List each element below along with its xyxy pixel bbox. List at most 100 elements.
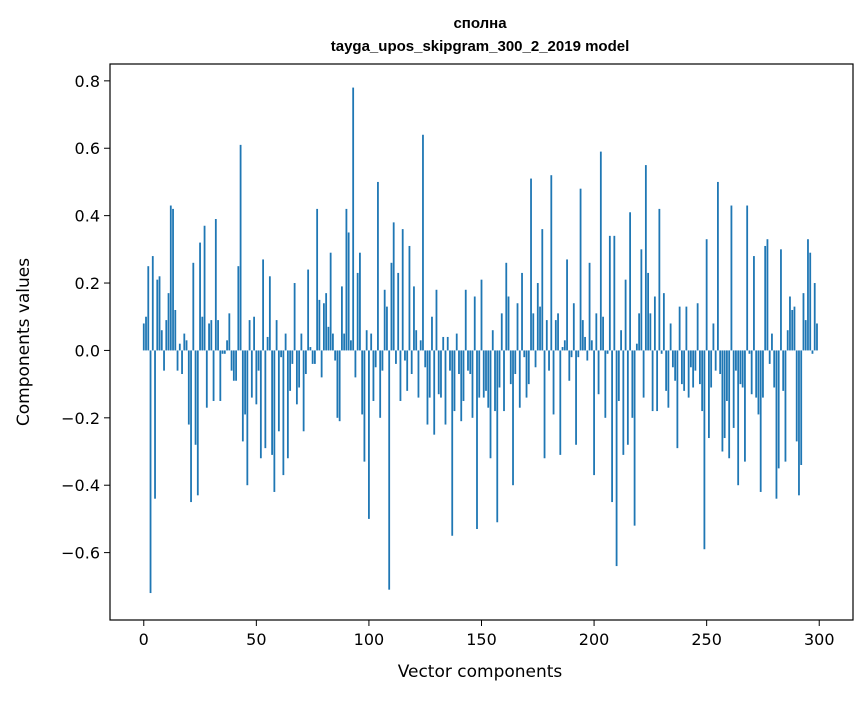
bar-290 <box>795 350 798 442</box>
bar-58 <box>273 350 276 492</box>
x-tick-label: 200 <box>579 630 610 649</box>
bar-20 <box>187 350 190 425</box>
bar-130 <box>435 289 438 351</box>
bar-81 <box>325 293 328 351</box>
bar-265 <box>739 350 742 385</box>
bar-55 <box>266 336 269 351</box>
bar-199 <box>590 340 593 351</box>
bar-263 <box>735 350 737 371</box>
bar-97 <box>361 350 364 415</box>
bar-294 <box>804 320 807 351</box>
bar-111 <box>392 222 395 351</box>
bar-131 <box>437 350 440 395</box>
bar-182 <box>552 350 555 415</box>
bar-50 <box>255 350 258 405</box>
bar-84 <box>332 333 334 351</box>
bar-40 <box>232 350 235 381</box>
bar-297 <box>811 350 814 354</box>
bar-177 <box>541 229 544 351</box>
bar-224 <box>647 272 650 351</box>
bar-11 <box>167 293 170 351</box>
bar-21 <box>190 350 192 503</box>
bar-202 <box>597 350 600 395</box>
bar-83 <box>329 252 332 351</box>
bar-47 <box>248 320 251 351</box>
bar-7 <box>158 276 161 351</box>
bar-34 <box>219 350 222 401</box>
bar-212 <box>620 330 622 351</box>
bar-115 <box>401 229 404 351</box>
bar-256 <box>719 350 722 375</box>
bar-61 <box>280 350 283 358</box>
bar-91 <box>347 232 350 351</box>
bar-46 <box>246 350 249 486</box>
bar-103 <box>374 350 377 368</box>
bar-39 <box>230 350 233 371</box>
bar-157 <box>496 350 499 523</box>
bar-48 <box>250 350 253 398</box>
bar-238 <box>678 306 681 351</box>
bar-173 <box>532 313 535 351</box>
bar-178 <box>543 350 546 459</box>
x-tick-label: 300 <box>804 630 835 649</box>
bar-107 <box>383 289 386 351</box>
bar-201 <box>595 313 598 351</box>
bar-154 <box>489 350 492 459</box>
bar-164 <box>512 350 514 486</box>
bar-169 <box>523 350 526 358</box>
bar-288 <box>791 309 794 351</box>
bar-291 <box>798 350 800 496</box>
bar-37 <box>226 340 228 351</box>
bar-171 <box>527 350 530 385</box>
bar-283 <box>780 249 782 351</box>
bar-77 <box>316 208 319 351</box>
bar-41 <box>235 350 237 381</box>
bar-8 <box>160 330 163 351</box>
bar-36 <box>223 350 226 354</box>
bar-146 <box>471 350 474 418</box>
bar-26 <box>201 316 204 351</box>
bar-42 <box>237 266 240 351</box>
bar-149 <box>478 350 481 398</box>
x-tick-label: 250 <box>691 630 722 649</box>
bar-252 <box>710 350 713 388</box>
bar-123 <box>419 340 422 351</box>
bar-117 <box>406 350 409 391</box>
bar-167 <box>518 350 521 408</box>
bar-195 <box>581 320 584 351</box>
bar-4 <box>151 256 154 351</box>
bar-274 <box>759 350 762 492</box>
bar-196 <box>584 336 586 351</box>
bar-213 <box>622 350 625 455</box>
bar-148 <box>476 350 478 530</box>
bar-270 <box>750 350 753 395</box>
bar-186 <box>561 347 564 351</box>
bar-214 <box>624 279 627 351</box>
bar-198 <box>588 262 591 351</box>
bar-287 <box>789 296 791 351</box>
bar-86 <box>336 350 339 418</box>
bar-133 <box>442 336 445 351</box>
bar-255 <box>717 181 719 351</box>
x-tick-label: 100 <box>354 630 385 649</box>
bar-152 <box>485 350 487 391</box>
bar-219 <box>635 343 638 351</box>
bar-209 <box>613 235 616 351</box>
bar-226 <box>651 350 654 412</box>
bar-185 <box>559 350 562 455</box>
bar-32 <box>214 219 217 351</box>
bar-249 <box>703 350 706 550</box>
bar-286 <box>786 330 789 351</box>
bar-16 <box>178 343 181 351</box>
bar-193 <box>577 350 580 358</box>
bar-204 <box>602 316 604 351</box>
bar-223 <box>644 165 647 351</box>
bar-298 <box>813 283 816 351</box>
bar-191 <box>572 303 575 351</box>
bar-264 <box>737 350 740 486</box>
bar-52 <box>259 350 262 459</box>
bar-137 <box>451 350 454 536</box>
bar-126 <box>426 350 429 425</box>
